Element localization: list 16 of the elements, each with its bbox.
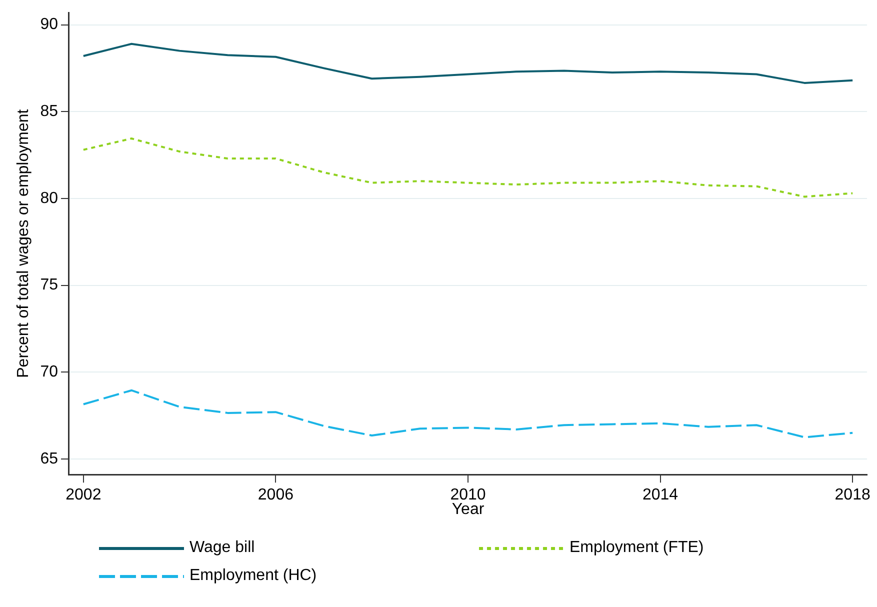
line-series (82, 138, 854, 198)
y-axis-title: Percent of total wages or employment (15, 108, 32, 378)
y-tick-label: 85 (40, 103, 58, 120)
legend-label: Wage bill (190, 539, 255, 557)
y-tick-label: 80 (40, 190, 58, 207)
y-tick-label: 75 (40, 276, 58, 294)
legend-label: Employment (FTE) (570, 539, 704, 557)
x-tick-label: 2002 (66, 486, 102, 504)
x-tick-label: 2018 (834, 486, 870, 504)
line-series (82, 389, 854, 438)
y-tick-label: 70 (40, 364, 58, 381)
x-tick-label: 2006 (258, 486, 294, 504)
x-tick-label: 2014 (642, 486, 678, 504)
y-tick-label: 90 (40, 16, 58, 34)
legend-label: Employment (HC) (190, 567, 317, 585)
y-tick-label: 65 (40, 450, 58, 468)
